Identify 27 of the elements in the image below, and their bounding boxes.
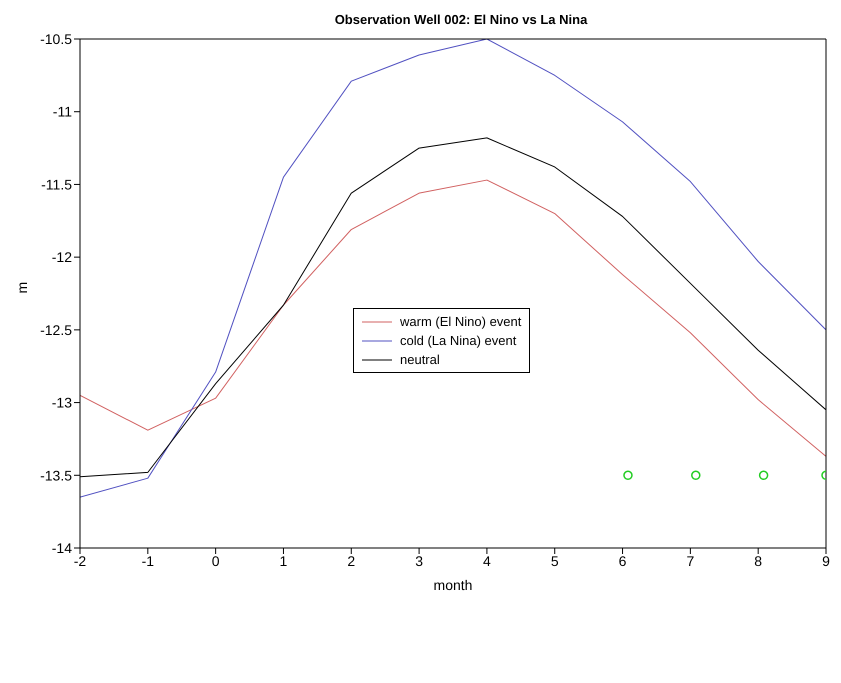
- legend-label: neutral: [400, 351, 440, 369]
- line-series: [80, 180, 826, 457]
- x-tick-label: 6: [618, 552, 627, 569]
- y-tick-label: -10.5: [40, 30, 72, 47]
- y-tick-label: -14: [52, 540, 72, 556]
- x-tick-label: 5: [550, 552, 559, 569]
- y-tick-label: -13.5: [40, 467, 72, 484]
- legend-label: cold (La Nina) event: [400, 332, 516, 350]
- y-tick-label: -13: [52, 394, 72, 411]
- y-tick-label: -12: [52, 249, 72, 266]
- x-tick-label: -2: [74, 552, 86, 569]
- x-axis-title: month: [434, 577, 472, 593]
- legend-label: warm (El Nino) event: [400, 313, 522, 331]
- x-tick-label: 0: [212, 552, 220, 569]
- y-axis-title: m: [14, 282, 30, 294]
- y-tick-label: -12.5: [40, 322, 72, 338]
- x-tick-label: 2: [347, 552, 356, 569]
- y-tick-label: -11.5: [41, 176, 72, 192]
- x-tick-label: 7: [686, 552, 694, 569]
- chart-title: Observation Well 002: El Nino vs La Nina: [334, 12, 588, 27]
- x-tick-label: 9: [822, 552, 830, 569]
- x-tick-label: 3: [415, 552, 424, 569]
- x-tick-label: -1: [142, 552, 154, 569]
- y-tick-label: -11: [52, 104, 72, 120]
- x-tick-label: 4: [483, 552, 492, 569]
- x-tick-label: 1: [280, 552, 288, 569]
- x-tick-label: 8: [754, 552, 762, 569]
